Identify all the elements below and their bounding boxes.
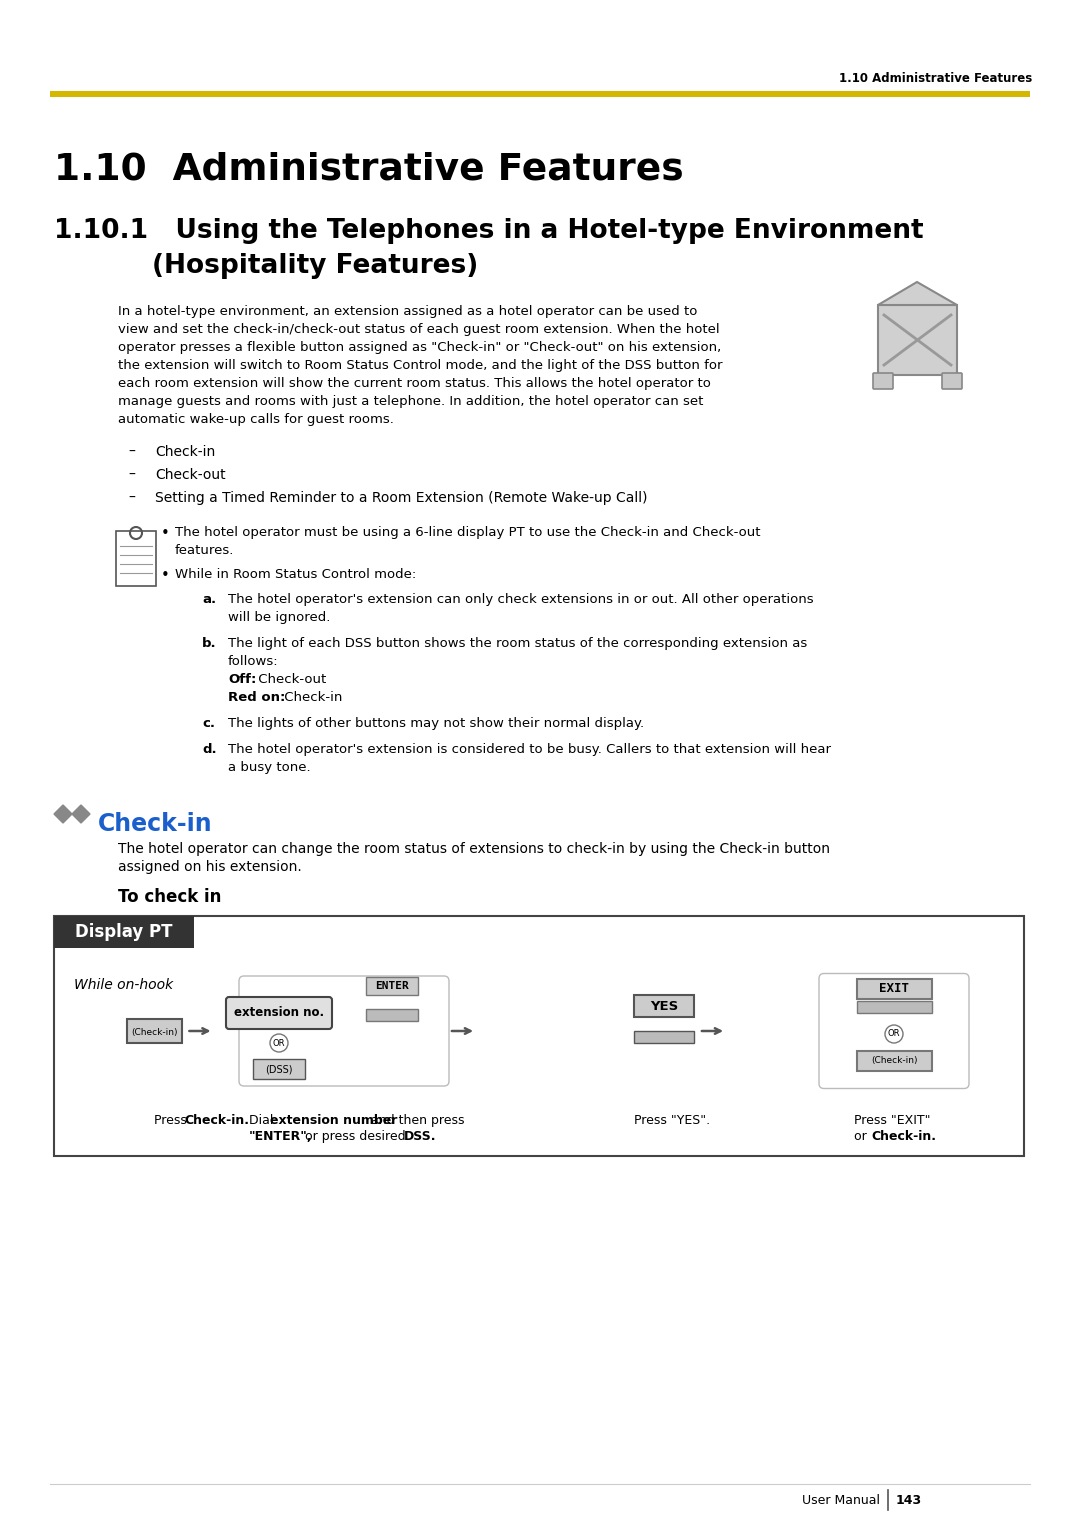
Text: To check in: To check in [118,888,221,906]
Text: or press desired: or press desired [301,1131,409,1143]
Text: a busy tone.: a busy tone. [228,761,311,775]
FancyBboxPatch shape [366,976,418,995]
Text: –: – [129,445,135,458]
FancyBboxPatch shape [856,1051,931,1071]
FancyBboxPatch shape [226,996,332,1028]
Text: (Check-in): (Check-in) [131,1028,177,1038]
Text: 1.10 Administrative Features: 1.10 Administrative Features [839,72,1032,86]
Text: Check-in: Check-in [280,691,342,704]
FancyBboxPatch shape [239,976,449,1086]
Text: (Hospitality Features): (Hospitality Features) [152,254,478,280]
Text: –: – [129,468,135,481]
Polygon shape [878,283,957,306]
Text: Check-in.: Check-in. [184,1114,249,1128]
Text: In a hotel-type environment, an extension assigned as a hotel operator can be us: In a hotel-type environment, an extensio… [118,306,698,318]
Text: "ENTER",: "ENTER", [249,1131,312,1143]
Text: automatic wake-up calls for guest rooms.: automatic wake-up calls for guest rooms. [118,413,394,426]
Text: Check-in.: Check-in. [870,1131,936,1143]
Text: Press "EXIT": Press "EXIT" [854,1114,931,1128]
FancyBboxPatch shape [366,1008,418,1021]
FancyBboxPatch shape [873,373,893,390]
Text: While on-hook: While on-hook [75,978,173,992]
Text: Display PT: Display PT [76,923,173,941]
Text: User Manual: User Manual [802,1494,880,1507]
Text: (DSS): (DSS) [266,1063,293,1074]
Text: OR: OR [888,1030,901,1039]
Text: view and set the check-in/check-out status of each guest room extension. When th: view and set the check-in/check-out stat… [118,322,719,336]
Text: Red on:: Red on: [228,691,285,704]
Text: or: or [854,1131,870,1143]
Text: While in Room Status Control mode:: While in Room Status Control mode: [175,568,416,581]
Text: 1.10.1   Using the Telephones in a Hotel-type Environment: 1.10.1 Using the Telephones in a Hotel-t… [54,219,923,244]
Text: OR: OR [273,1039,285,1048]
Text: assigned on his extension.: assigned on his extension. [118,860,301,874]
FancyBboxPatch shape [253,1059,305,1079]
FancyBboxPatch shape [50,92,1030,96]
Text: features.: features. [175,544,234,558]
Polygon shape [72,805,90,824]
Text: 1.10  Administrative Features: 1.10 Administrative Features [54,151,684,188]
Text: Press "YES".: Press "YES". [634,1114,711,1128]
Text: The hotel operator's extension is considered to be busy. Callers to that extensi: The hotel operator's extension is consid… [228,743,831,756]
Polygon shape [878,306,957,374]
Text: extension no.: extension no. [234,1007,324,1019]
FancyBboxPatch shape [856,979,931,999]
Text: –: – [129,490,135,504]
FancyBboxPatch shape [126,1019,181,1044]
Text: (Check-in): (Check-in) [870,1056,917,1065]
Text: DSS.: DSS. [404,1131,436,1143]
Text: b.: b. [202,637,217,649]
Text: The hotel operator can change the room status of extensions to check-in by using: The hotel operator can change the room s… [118,842,831,856]
FancyBboxPatch shape [54,915,1024,1157]
Text: each room extension will show the current room status. This allows the hotel ope: each room extension will show the curren… [118,377,711,390]
Polygon shape [54,805,72,824]
FancyBboxPatch shape [634,1031,694,1044]
Text: Off:: Off: [228,672,256,686]
Text: a.: a. [202,593,216,607]
Text: YES: YES [650,999,678,1013]
FancyBboxPatch shape [634,995,694,1018]
FancyBboxPatch shape [116,532,156,587]
Text: Check-out: Check-out [156,468,226,481]
FancyBboxPatch shape [856,1001,931,1013]
Text: Setting a Timed Reminder to a Room Extension (Remote Wake-up Call): Setting a Timed Reminder to a Room Exten… [156,490,648,504]
Text: The hotel operator must be using a 6-line display PT to use the Check-in and Che: The hotel operator must be using a 6-lin… [175,526,760,539]
Text: follows:: follows: [228,656,279,668]
Text: c.: c. [202,717,215,730]
Text: 143: 143 [896,1494,922,1507]
Text: The hotel operator's extension can only check extensions in or out. All other op: The hotel operator's extension can only … [228,593,813,607]
Text: •: • [161,526,170,541]
Text: The light of each DSS button shows the room status of the corresponding extensio: The light of each DSS button shows the r… [228,637,807,649]
Text: Press: Press [154,1114,191,1128]
Text: will be ignored.: will be ignored. [228,611,330,623]
FancyBboxPatch shape [819,973,969,1088]
Text: •: • [161,568,170,584]
Text: extension number: extension number [270,1114,397,1128]
Text: Dial: Dial [249,1114,278,1128]
Text: The lights of other buttons may not show their normal display.: The lights of other buttons may not show… [228,717,644,730]
Text: d.: d. [202,743,217,756]
Text: operator presses a flexible button assigned as "Check-in" or "Check-out" on his : operator presses a flexible button assig… [118,341,721,354]
Text: the extension will switch to Room Status Control mode, and the light of the DSS : the extension will switch to Room Status… [118,359,723,371]
FancyBboxPatch shape [942,373,962,390]
Text: and then press: and then press [367,1114,464,1128]
Text: ENTER: ENTER [375,981,409,992]
Text: Check-out: Check-out [254,672,326,686]
FancyBboxPatch shape [54,915,194,947]
Text: Check-in: Check-in [98,811,213,836]
Text: manage guests and rooms with just a telephone. In addition, the hotel operator c: manage guests and rooms with just a tele… [118,396,703,408]
Text: EXIT: EXIT [879,983,909,996]
Text: Check-in: Check-in [156,445,215,458]
